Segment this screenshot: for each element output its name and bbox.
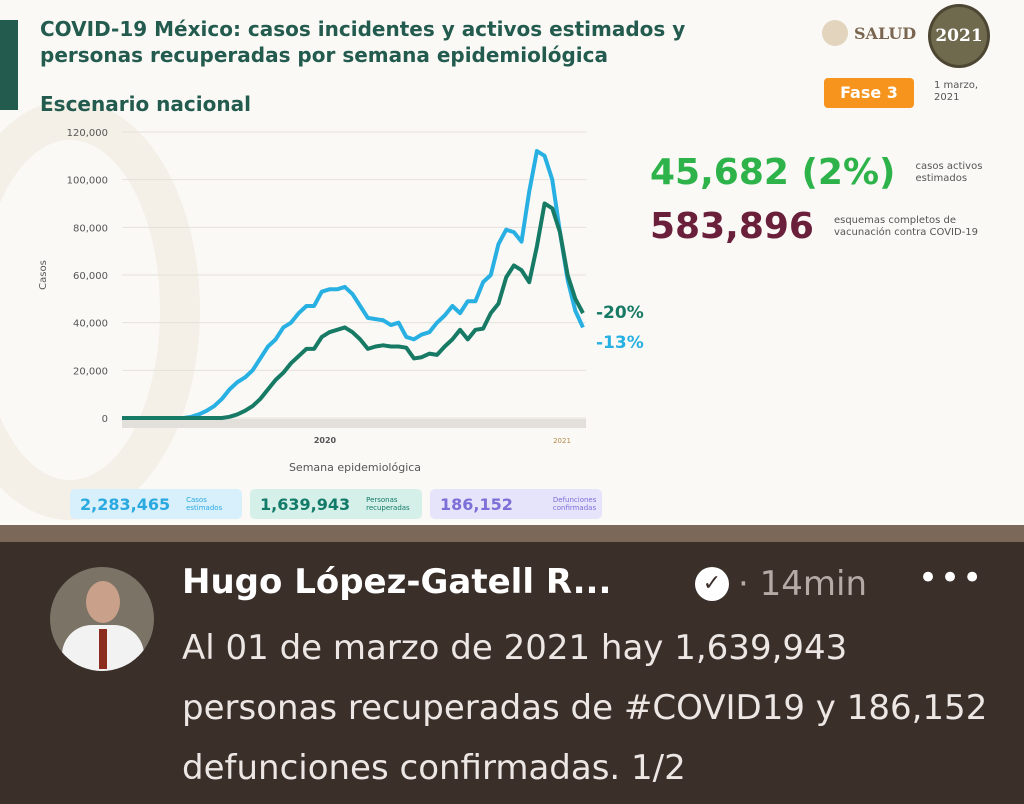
vaccination-label: esquemas completos de vacunación contra … (833, 214, 979, 238)
y-tick-label: 0 (102, 414, 108, 425)
vaccination-value: 583,896 (650, 206, 814, 247)
tweet[interactable]: Hugo López-Gatell R... ✓ · 14min ••• Al … (0, 542, 1024, 804)
tile-label: Personas recuperadas (366, 496, 410, 512)
x-axis-week-band (122, 419, 586, 428)
tweet-text-part: Al 01 de marzo de 2021 hay 1,639,943 per… (182, 628, 848, 728)
tweet-time: · 14min (738, 564, 867, 604)
tile-deaths: 186,152 Defunciones confirmadas (430, 489, 602, 519)
salud-logo-text: SALUD (854, 23, 917, 43)
tile-label: Casos estimados (186, 496, 223, 512)
infographic-slide: COVID-19 México: casos incidentes y acti… (0, 4, 1005, 520)
author-name[interactable]: Hugo López-Gatell R... (182, 562, 612, 602)
logo-2021-text: 2021 (935, 26, 983, 46)
tile-value: 2,283,465 (80, 494, 171, 514)
hashtag-link[interactable]: #COVID19 (623, 688, 805, 728)
series-end-label: -20% (596, 303, 644, 323)
slide-date: 1 marzo, 2021 (934, 80, 979, 103)
vaccination-stat: 583,896 esquemas completos de vacunación… (650, 206, 1004, 247)
tweet-text-part: y 186,152 defunciones confirmadas. 1/2 (182, 688, 988, 788)
active-cases-label: casos activos estimados (915, 160, 983, 184)
verified-icon: ✓ (695, 567, 729, 601)
phase-badge: Fase 3 (824, 78, 914, 108)
active-cases-value: 45,682 (2%) (650, 152, 896, 193)
x-axis-label: Semana epidemiológica (289, 461, 421, 474)
slide-title: COVID-19 México: casos incidentes y acti… (40, 17, 686, 67)
tile-estimated-cases: 2,283,465 Casos estimados (70, 489, 242, 519)
mexico-2021-logo: 2021 (928, 4, 990, 68)
y-tick-label: 80,000 (73, 223, 108, 234)
y-tick-label: 20,000 (73, 366, 108, 377)
tile-value: 1,639,943 (260, 494, 351, 514)
x-group-label: 2020 (314, 436, 337, 445)
series-end-label: -13% (596, 333, 644, 353)
accent-bar (0, 20, 18, 110)
source-bar (0, 525, 1024, 542)
y-tick-label: 60,000 (73, 271, 108, 282)
tile-label: Defunciones confirmadas (552, 496, 597, 512)
y-tick-label: 100,000 (67, 176, 108, 187)
series-line (122, 201, 585, 420)
cases-line-chart: 0 20,000 40,000 60,000 80,000 100,000 120,000 2… (38, 128, 644, 474)
slide-subtitle: Escenario nacional (40, 92, 251, 116)
y-axis-label: Casos (38, 260, 49, 290)
salud-logo: SALUD (822, 20, 916, 46)
more-options-icon[interactable]: ••• (918, 558, 985, 598)
avatar[interactable] (50, 567, 154, 671)
tweet-text: Al 01 de marzo de 2021 hay 1,639,943 per… (182, 618, 1002, 798)
active-cases-stat: 45,682 (2%) casos activos estimados (650, 152, 1005, 193)
tile-value: 186,152 (440, 494, 513, 514)
series-line (122, 149, 585, 420)
seal-icon (822, 20, 848, 46)
y-tick-label: 40,000 (73, 319, 108, 330)
y-tick-label: 120,000 (67, 128, 108, 139)
x-group-label: 2021 (553, 437, 571, 445)
tile-recovered: 1,639,943 Personas recuperadas (250, 489, 422, 519)
